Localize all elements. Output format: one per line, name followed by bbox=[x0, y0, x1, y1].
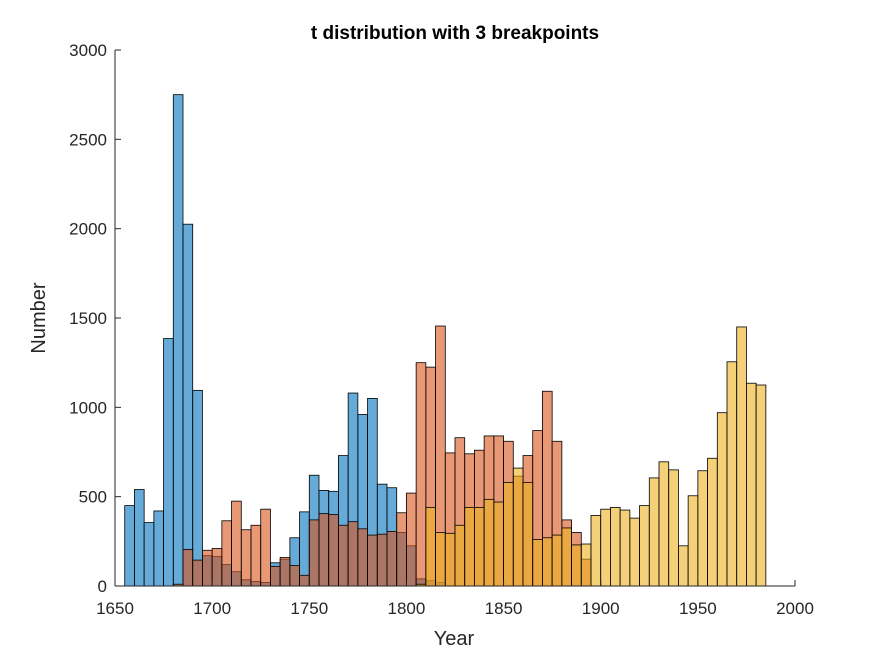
x-axis-label: Year bbox=[434, 628, 475, 650]
chart-title: t distribution with 3 breakpoints bbox=[311, 23, 599, 44]
series-2-bar-19 bbox=[347, 521, 359, 587]
series-2-bar-9 bbox=[250, 524, 262, 587]
series-2-bar-20 bbox=[357, 528, 368, 587]
series-2-bar-6 bbox=[221, 520, 232, 587]
series-2-bar-3 bbox=[192, 559, 203, 587]
x-tick-label: 1850 bbox=[485, 599, 523, 618]
series-3-bar-17 bbox=[571, 544, 582, 587]
series-2-bar-26 bbox=[415, 362, 427, 587]
y-tick-label: 2000 bbox=[69, 220, 107, 239]
series-1-bar-3 bbox=[143, 522, 155, 587]
series-2-bar-18 bbox=[338, 524, 349, 587]
series-3-bar-26 bbox=[658, 461, 670, 587]
x-tick-label: 2000 bbox=[776, 599, 814, 618]
y-axis-label: Number bbox=[28, 282, 50, 353]
x-tick-label: 1950 bbox=[679, 599, 717, 618]
x-tick-label: 1800 bbox=[388, 599, 426, 618]
series-3-bar-31 bbox=[707, 457, 718, 587]
series-3-bar-2 bbox=[425, 506, 436, 587]
series-2-bar-23 bbox=[386, 531, 398, 587]
series-3-bar-19 bbox=[590, 515, 602, 587]
series-1-bar-7 bbox=[182, 223, 194, 587]
series-3-bar-13 bbox=[532, 539, 543, 587]
series-1-bar-2 bbox=[134, 489, 145, 587]
series-2-bar-14 bbox=[299, 574, 310, 587]
series-3-bar-9 bbox=[493, 501, 504, 587]
series-3-bar-7 bbox=[474, 506, 485, 587]
series-3-bar-36 bbox=[755, 384, 767, 587]
y-tick-label: 3000 bbox=[69, 41, 107, 60]
series-3-bar-16 bbox=[561, 527, 572, 587]
y-tick-label: 0 bbox=[98, 577, 107, 596]
series-3-bar-30 bbox=[697, 470, 708, 587]
series-2-bar-21 bbox=[367, 534, 378, 587]
x-tick-label: 1700 bbox=[193, 599, 231, 618]
series-3-bar-34 bbox=[736, 326, 747, 587]
series-3-bar-29 bbox=[687, 495, 699, 587]
series-3-bar-4 bbox=[444, 532, 456, 587]
series-2-bar-7 bbox=[231, 500, 242, 587]
series-2-bar-11 bbox=[270, 565, 281, 587]
series-1-bar-4 bbox=[153, 510, 164, 587]
series-2-bar-8 bbox=[240, 529, 252, 587]
series-3 bbox=[415, 326, 767, 587]
series-3-bar-12 bbox=[522, 481, 534, 587]
series-3-bar-21 bbox=[610, 506, 621, 587]
series-2-bar-15 bbox=[308, 519, 320, 587]
series-2-bar-17 bbox=[328, 514, 339, 587]
series-3-bar-27 bbox=[668, 469, 679, 587]
series-3-bar-3 bbox=[435, 532, 446, 587]
series-3-bar-11 bbox=[512, 467, 524, 587]
series-2-bar-24 bbox=[396, 512, 407, 587]
x-tick-label: 1900 bbox=[582, 599, 620, 618]
series-3-bar-25 bbox=[648, 477, 660, 587]
y-tick-label: 500 bbox=[79, 488, 107, 507]
series-3-bar-8 bbox=[483, 498, 495, 587]
series-2-bar-10 bbox=[260, 508, 271, 587]
series-3-bar-18 bbox=[580, 543, 592, 587]
series-2-bar-2 bbox=[182, 548, 194, 587]
series-1-bar-8 bbox=[192, 389, 203, 587]
y-tick-label: 1000 bbox=[69, 398, 107, 417]
series-1 bbox=[124, 94, 446, 587]
series-3-bar-6 bbox=[464, 506, 475, 587]
series-1-bar-1 bbox=[124, 505, 135, 587]
series-3-bar-20 bbox=[600, 508, 611, 587]
series-3-bar-23 bbox=[629, 517, 640, 587]
y-tick-label: 2500 bbox=[69, 130, 107, 149]
series-3-bar-10 bbox=[503, 481, 514, 587]
series-2-bar-12 bbox=[279, 557, 291, 587]
series-2-bar-13 bbox=[289, 565, 300, 587]
y-tick-label: 1500 bbox=[69, 309, 107, 328]
x-tick-label: 1650 bbox=[96, 599, 134, 618]
series-2-bar-25 bbox=[406, 492, 417, 587]
series-3-bar-15 bbox=[551, 534, 563, 587]
series-3-bar-22 bbox=[619, 509, 631, 587]
series-3-bar-24 bbox=[639, 505, 650, 587]
axes: 1650 1700 1750 1800 1850 1900 1950 2000 0 500 1000… bbox=[69, 41, 814, 618]
series-3-bar-35 bbox=[746, 382, 757, 587]
series-2-bar-5 bbox=[211, 548, 223, 587]
series-1-bar-6 bbox=[172, 94, 184, 587]
series-1-bar-19 bbox=[299, 511, 310, 587]
series-3-bar-5 bbox=[454, 524, 466, 587]
series-3-bar-32 bbox=[716, 412, 728, 587]
bars-layer bbox=[124, 94, 767, 587]
series-2-bar-16 bbox=[318, 513, 330, 587]
series-3-bar-14 bbox=[542, 537, 553, 587]
series-2-bar-4 bbox=[202, 549, 213, 587]
series-1-bar-5 bbox=[163, 338, 174, 587]
series-3-bar-33 bbox=[726, 361, 738, 587]
series-3-bar-28 bbox=[678, 545, 689, 587]
x-tick-label: 1750 bbox=[290, 599, 328, 618]
series-2-bar-22 bbox=[376, 533, 388, 587]
